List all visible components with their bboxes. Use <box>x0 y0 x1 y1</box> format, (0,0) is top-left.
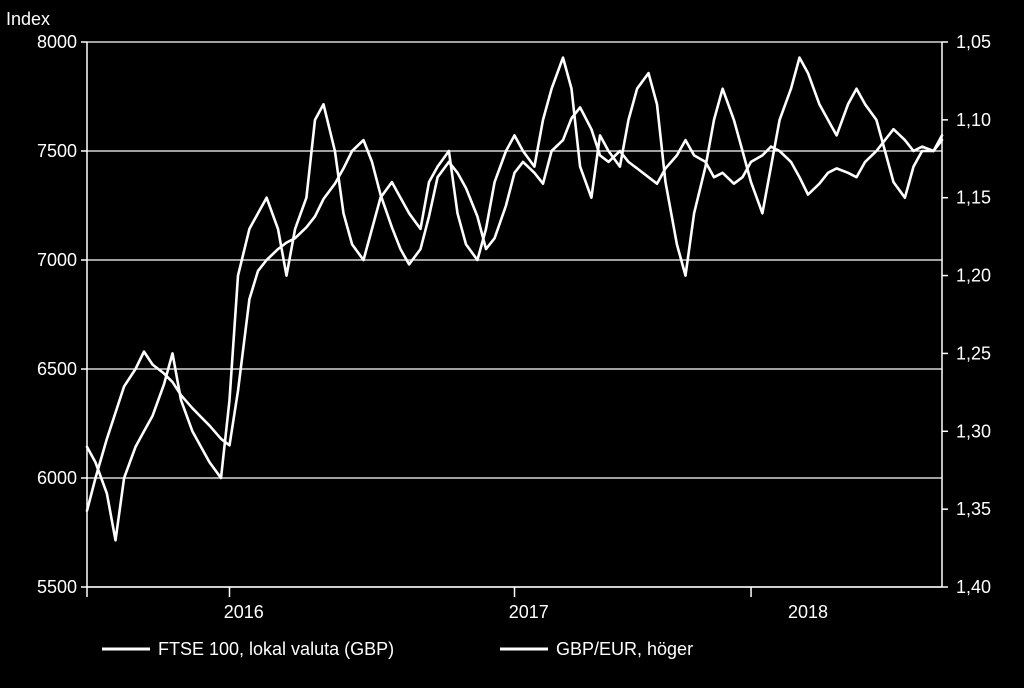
y-right-tick-label: 1,20 <box>956 266 991 286</box>
x-tick-label: 2018 <box>788 602 828 622</box>
legend-label-gbpeur: GBP/EUR, höger <box>556 639 693 659</box>
y-left-tick-label: 5500 <box>37 577 77 597</box>
y-left-tick-label: 6500 <box>37 359 77 379</box>
legend: FTSE 100, lokal valuta (GBP) GBP/EUR, hö… <box>102 639 693 659</box>
y-right-tick-label: 1,40 <box>956 577 991 597</box>
series-line-ftse <box>85 106 944 513</box>
series-lines <box>85 56 944 542</box>
y-left-tick-label: 7000 <box>37 250 77 270</box>
y-right-tick-label: 1,05 <box>956 32 991 52</box>
y-left-tick-label: 7500 <box>37 141 77 161</box>
x-tick-label: 2016 <box>224 602 264 622</box>
y-axis-left-label: Index <box>6 9 50 29</box>
y-right-tick-label: 1,35 <box>956 499 991 519</box>
series-line-gbpeur <box>85 56 944 542</box>
x-axis-ticks: 2016 2017 2018 <box>224 602 828 622</box>
y-axis-right-ticks: 1,05 1,10 1,15 1,20 1,25 1,30 1,35 1,40 <box>956 32 991 597</box>
x-tick-label: 2017 <box>509 602 549 622</box>
axes <box>81 41 948 597</box>
y-right-tick-label: 1,30 <box>956 421 991 441</box>
y-axis-left-ticks: 5500 6000 6500 7000 7500 8000 <box>37 32 77 597</box>
y-left-tick-label: 8000 <box>37 32 77 52</box>
legend-label-ftse: FTSE 100, lokal valuta (GBP) <box>158 639 394 659</box>
y-right-tick-label: 1,25 <box>956 343 991 363</box>
y-right-tick-label: 1,10 <box>956 110 991 130</box>
y-right-tick-label: 1,15 <box>956 188 991 208</box>
y-left-tick-label: 6000 <box>37 468 77 488</box>
